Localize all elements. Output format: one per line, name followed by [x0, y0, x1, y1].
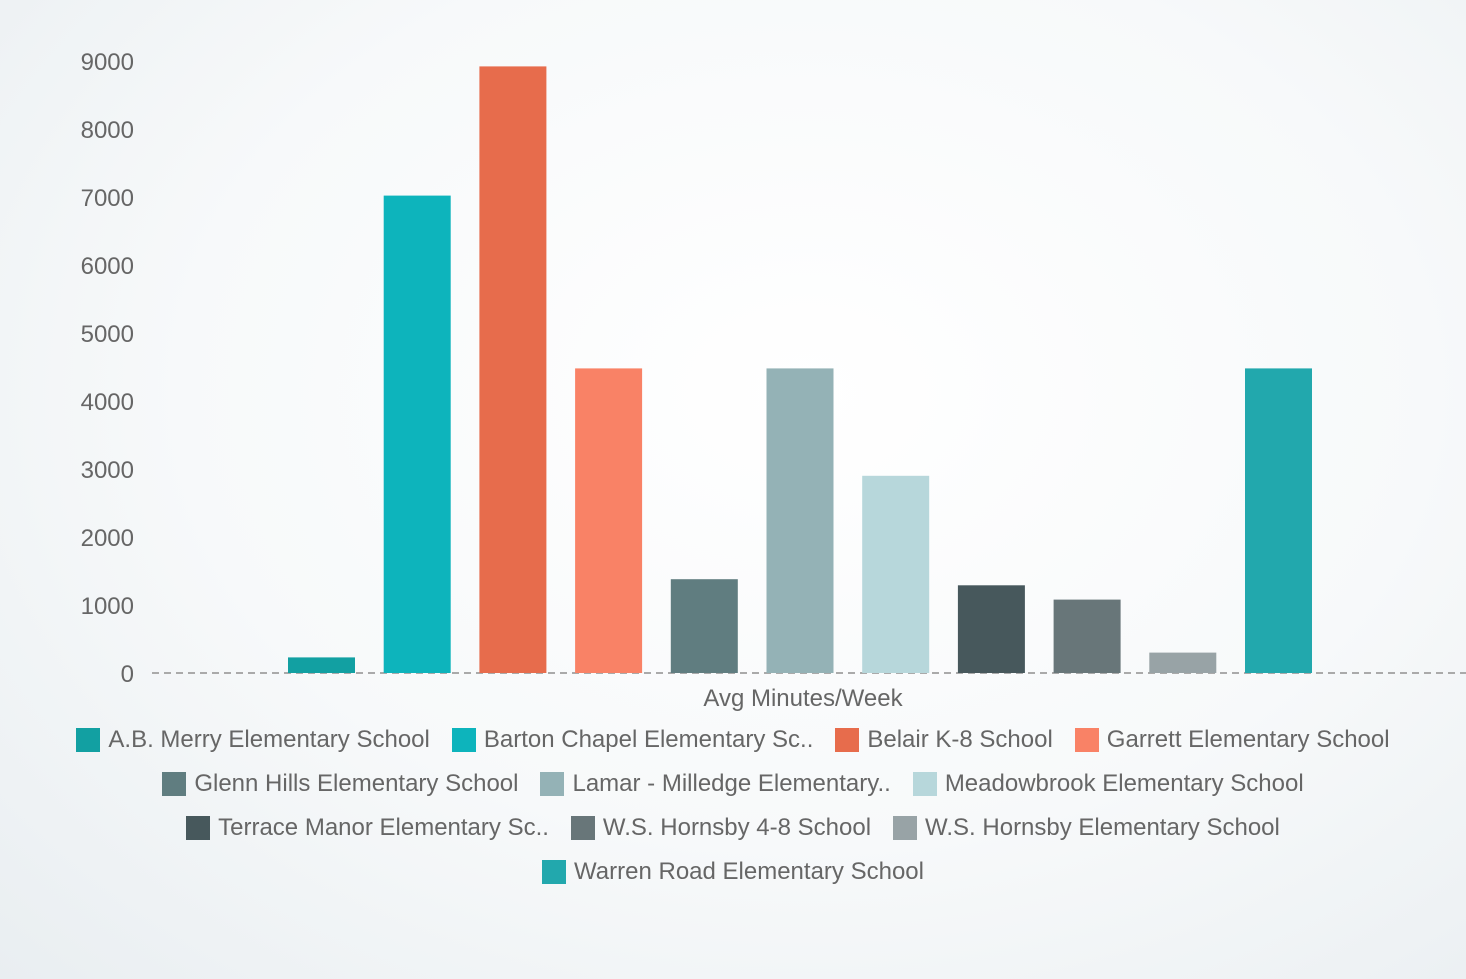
- legend-label: Glenn Hills Elementary School: [194, 770, 519, 797]
- legend-swatch: [186, 816, 211, 840]
- y-tick-label: 5000: [81, 321, 134, 348]
- y-tick-label: 1000: [81, 593, 134, 620]
- bar[interactable]: [288, 657, 355, 673]
- y-tick-label: 9000: [81, 49, 134, 76]
- y-tick-label: 8000: [81, 117, 134, 144]
- legend-item[interactable]: Glenn Hills Elementary School: [162, 772, 518, 796]
- legend-item[interactable]: W.S. Hornsby Elementary School: [893, 816, 1280, 840]
- bar[interactable]: [670, 579, 738, 673]
- legend-item[interactable]: Barton Chapel Elementary Sc..: [451, 726, 814, 753]
- bar[interactable]: [862, 475, 930, 673]
- legend-label: Garrett Elementary School: [1106, 726, 1390, 753]
- legend-item[interactable]: Meadowbrook Elementary School: [912, 770, 1304, 797]
- y-tick-label: 4000: [81, 389, 134, 416]
- legend-label: Meadowbrook Elementary School: [944, 770, 1304, 797]
- legend-label: Lamar - Milledge Elementary..: [572, 770, 891, 797]
- legend-item[interactable]: Lamar - Milledge Elementary..: [540, 770, 891, 797]
- bar[interactable]: [479, 66, 547, 673]
- bar[interactable]: [575, 368, 643, 673]
- legend-label: A.B. Merry Elementary School: [108, 726, 430, 753]
- legend-item[interactable]: W.S. Hornsby 4-8 School: [570, 814, 872, 841]
- legend-swatch: [451, 728, 476, 752]
- y-axis: 0 1000 2000 3000 4000 5000 6000 7000 8000 9000: [81, 49, 134, 688]
- y-tick-label: 6000: [81, 253, 134, 280]
- legend-swatch: [76, 728, 101, 752]
- legend-item[interactable]: Garrett Elementary School: [1074, 726, 1390, 753]
- legend-item[interactable]: Terrace Manor Elementary Sc..: [186, 816, 549, 840]
- legend-swatch: [835, 728, 860, 752]
- legend-swatch: [162, 772, 187, 796]
- y-tick-label: 2000: [81, 525, 134, 552]
- y-tick-label: 0: [121, 661, 134, 688]
- bar[interactable]: [1149, 652, 1217, 673]
- bar[interactable]: [766, 368, 834, 673]
- legend-label: Barton Chapel Elementary Sc..: [483, 726, 814, 753]
- legend: A.B. Merry Elementary School Barton Chape…: [40, 728, 1426, 884]
- bar[interactable]: [957, 585, 1025, 673]
- legend-swatch: [1074, 728, 1099, 752]
- legend-swatch: [570, 816, 595, 840]
- legend-swatch: [912, 772, 937, 796]
- bar-chart: 0 1000 2000 3000 4000 5000 6000 7000 8000 9000 Av…: [81, 49, 1466, 712]
- legend-item[interactable]: Warren Road Elementary School: [542, 860, 924, 884]
- legend-label: W.S. Hornsby 4-8 School: [602, 814, 872, 841]
- bar[interactable]: [1053, 599, 1121, 673]
- legend-swatch: [540, 772, 565, 796]
- legend-item[interactable]: A.B. Merry Elementary School: [76, 726, 430, 753]
- legend-label: Warren Road Elementary School: [574, 858, 924, 885]
- legend-item[interactable]: Belair K-8 School: [835, 726, 1053, 753]
- legend-swatch: [542, 860, 567, 884]
- legend-label: Belair K-8 School: [867, 726, 1053, 753]
- legend-label: Terrace Manor Elementary Sc..: [218, 814, 549, 841]
- bars: [288, 66, 1312, 673]
- legend-swatch: [893, 816, 918, 840]
- bar[interactable]: [383, 195, 451, 673]
- x-axis-label: Avg Minutes/Week: [703, 685, 903, 712]
- bar[interactable]: [1245, 368, 1312, 673]
- y-tick-label: 7000: [81, 185, 134, 212]
- legend-label: W.S. Hornsby Elementary School: [925, 814, 1280, 841]
- y-tick-label: 3000: [81, 457, 134, 484]
